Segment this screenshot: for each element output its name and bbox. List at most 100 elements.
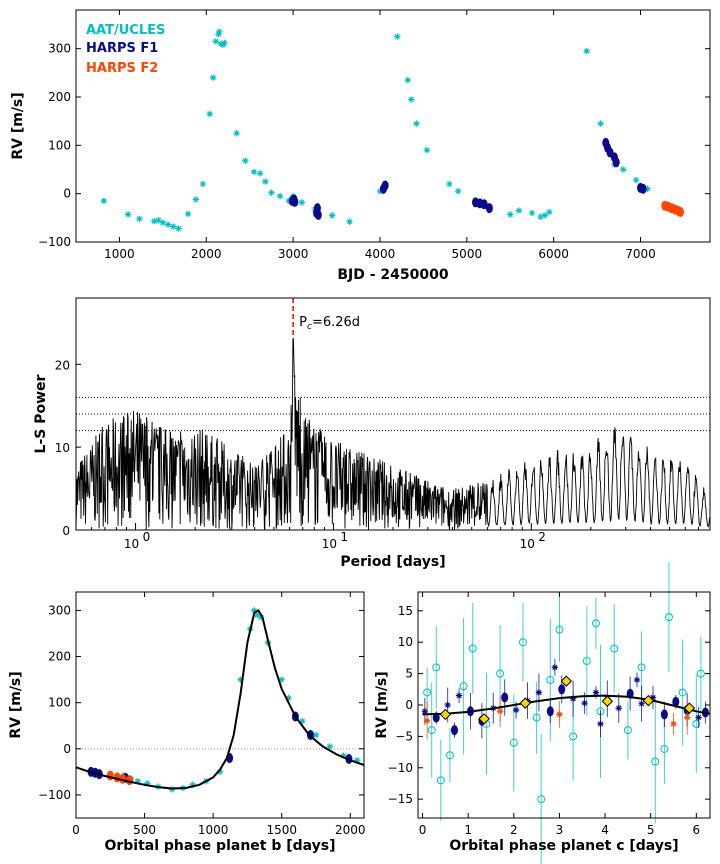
phase-b-points (87, 607, 361, 793)
data-point-aat (664, 613, 673, 622)
data-point-harps-f1 (597, 720, 604, 728)
y-tick-label: 300 (48, 603, 71, 617)
data-point-aat (299, 717, 306, 725)
rv-time-series-ticks: 1000 2000 3000 4000 5000 6000 7000 −100 0 100 200 3… (38, 10, 710, 261)
data-point-aat (541, 212, 549, 219)
data-point-harps-f1 (569, 695, 577, 702)
data-point-harps-f2 (496, 708, 504, 715)
data-point-aat (518, 638, 527, 647)
x-tick-label: 0 (419, 823, 427, 837)
data-point-aat (346, 218, 353, 225)
periodogram-curve (75, 338, 711, 531)
x-tick-label: 6000 (538, 247, 569, 261)
x-tick-label: 5 (647, 823, 655, 837)
y-tick-label: −10 (388, 761, 413, 775)
data-point-aat (537, 795, 546, 804)
data-point-harps-f2 (676, 207, 684, 218)
data-point-aat (394, 33, 401, 40)
data-point-aat (251, 607, 258, 614)
x-tick-label: 1000 (104, 247, 135, 261)
data-point-harps-f1 (615, 704, 622, 712)
peak-label-prefix: P (299, 315, 307, 330)
data-point-aat (233, 130, 240, 137)
data-point-harps-f1 (512, 706, 520, 714)
peak-label-subscript: c (307, 322, 312, 332)
data-point-aat (215, 30, 222, 38)
data-point-aat (250, 168, 258, 176)
data-point-aat (436, 776, 445, 785)
data-point-aat (507, 211, 514, 218)
y-tick-label: 0 (62, 524, 70, 538)
data-point-aat (696, 669, 705, 678)
periodogram-xlabel: Period [days] (340, 554, 445, 570)
data-point-aat (210, 74, 217, 81)
x-tick-label: 4000 (365, 247, 396, 261)
data-point-aat (423, 688, 432, 697)
data-point-aat (537, 213, 544, 221)
data-point-aat (454, 188, 462, 195)
data-point-aat (446, 180, 453, 188)
y-tick-label: 100 (48, 696, 71, 710)
legend-harps-f2: HARPS F2 (86, 61, 158, 76)
data-point-harps-f1 (558, 684, 566, 695)
x-tick-exponent: 1 (340, 530, 348, 544)
x-tick-label: 3 (556, 823, 564, 837)
data-point-aat (329, 212, 336, 219)
data-point-harps-f1 (501, 692, 509, 703)
x-tick-label: 5000 (452, 247, 483, 261)
data-point-harps-f1 (639, 183, 647, 194)
binned-point (478, 713, 490, 725)
rv-time-series-points (100, 28, 684, 232)
periodogram-trace (75, 338, 711, 531)
data-point-aat (262, 178, 269, 185)
data-point-aat (509, 738, 518, 747)
y-tick-label: 20 (55, 358, 70, 372)
data-point-aat (408, 96, 415, 103)
data-point-aat (278, 676, 285, 683)
data-point-harps-f1 (581, 699, 588, 707)
rv-time-series-xlabel: BJD - 2450000 (337, 267, 449, 283)
data-point-aat (582, 657, 591, 666)
data-point-aat (216, 768, 224, 776)
phase-c-ylabel: RV [m/s] (374, 671, 390, 738)
binned-point (683, 702, 696, 714)
data-point-aat (285, 694, 292, 702)
data-point-aat (376, 188, 384, 195)
y-tick-label: 0 (63, 187, 71, 201)
data-point-harps-f1 (633, 676, 641, 684)
legend-aat-ucles: AAT/UCLES (86, 23, 165, 38)
data-point-aat (253, 611, 261, 619)
binned-point (439, 708, 452, 721)
binned-point (560, 675, 572, 687)
data-point-aat (189, 781, 196, 788)
phase-c-model-curve (422, 694, 711, 716)
binned-point (519, 697, 531, 709)
y-tick-label: −5 (395, 729, 413, 743)
rv-time-series-ylabel: RV [m/s] (10, 92, 26, 159)
binned-point (601, 695, 614, 707)
data-point-harps-f1 (455, 692, 463, 699)
data-point-aat (623, 726, 632, 735)
data-point-aat (170, 223, 177, 230)
x-tick-label: 10 (124, 537, 139, 551)
periodogram-ylabel: L-S Power (33, 374, 49, 453)
peak-label-value: =6.26d (312, 315, 360, 330)
data-point-aat (619, 166, 627, 173)
data-point-aat (256, 170, 264, 177)
x-tick-label: 500 (133, 823, 156, 837)
data-point-aat (136, 215, 143, 222)
data-point-harps-f1 (485, 203, 493, 214)
data-point-aat (199, 180, 206, 188)
data-point-aat (124, 211, 132, 218)
phase-c-points (421, 562, 709, 864)
phase-c-panel: 0 1 2 3 4 5 6 −15 −10 −5 0 5 10 15 Orbital phase plan… (374, 562, 711, 864)
data-point-aat (644, 185, 651, 193)
data-point-harps-f2 (683, 714, 691, 721)
data-point-aat (496, 669, 505, 678)
phase-b-panel: 0 500 1000 1500 2000 −100 0 100 200 300 Orbital p… (8, 591, 366, 854)
data-point-harps-f1 (451, 725, 458, 736)
data-point-aat (528, 209, 536, 217)
data-point-aat (237, 676, 244, 683)
